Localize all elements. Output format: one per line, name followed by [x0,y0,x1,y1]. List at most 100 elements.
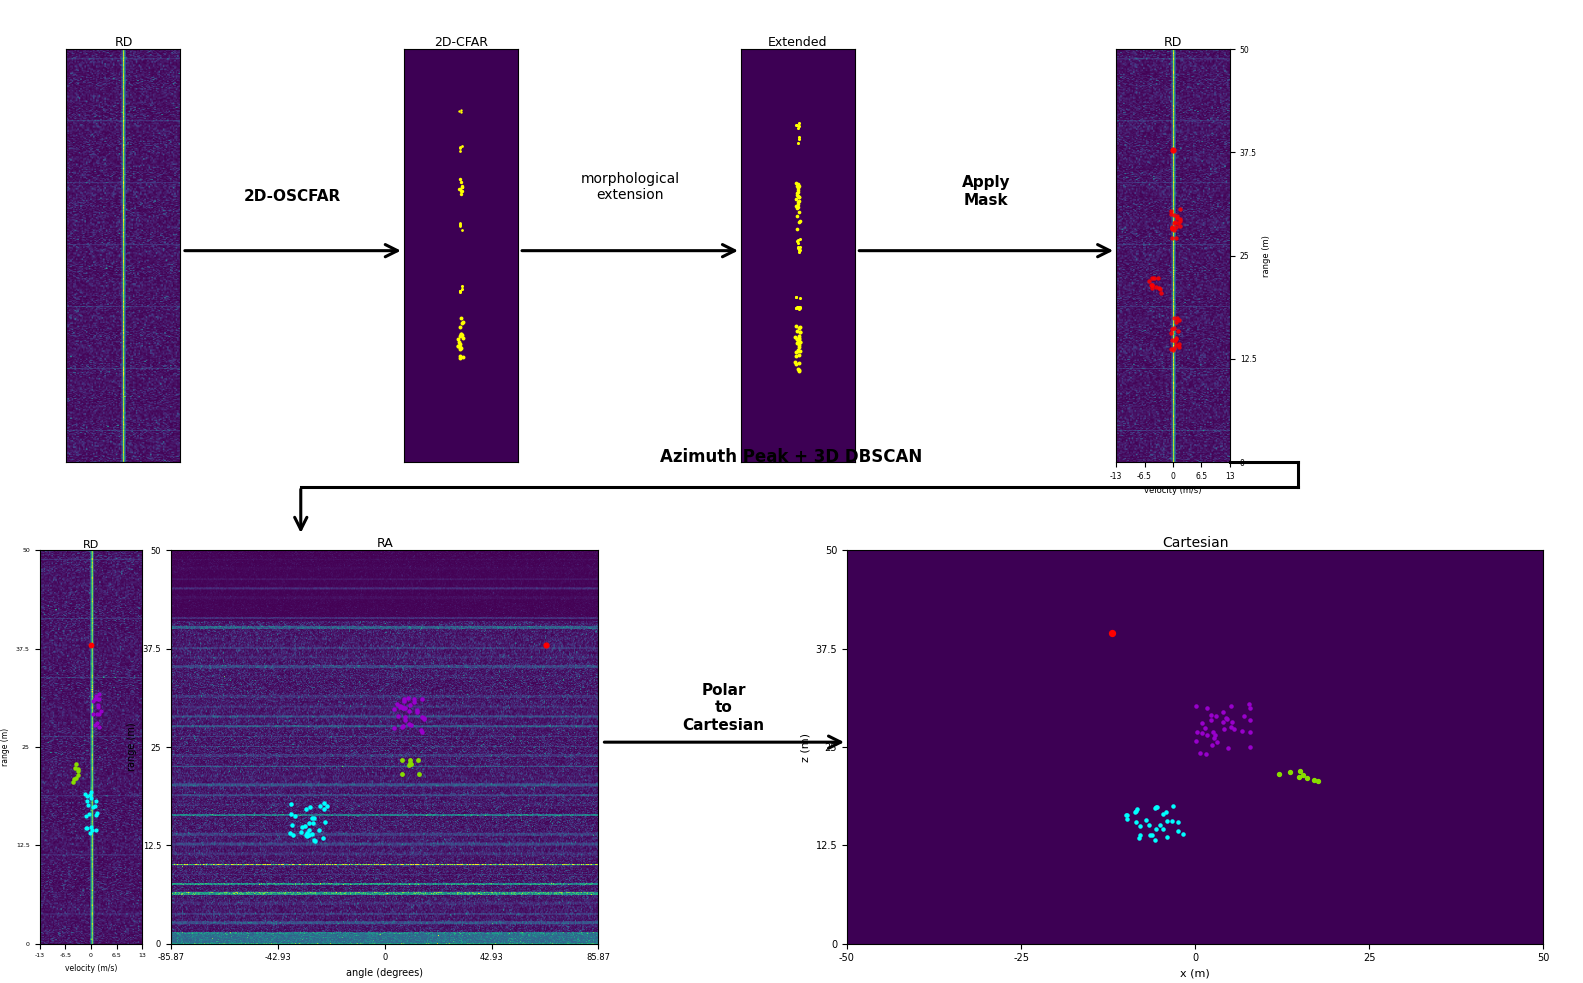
Point [787,364,812,379]
Point [1140,280,1165,296]
Point [385,709,410,724]
Point [65,761,90,777]
Point [1194,727,1219,743]
Point [787,204,812,220]
Point [85,699,111,715]
Point [81,694,106,710]
Point [1138,827,1164,842]
Point [282,808,307,824]
Point [1203,727,1228,743]
Point [788,324,814,340]
Point [307,798,332,814]
Point [1203,708,1228,723]
Point [1160,219,1186,235]
Point [1162,319,1187,335]
Point [60,774,85,789]
Point [299,827,325,842]
Point [84,807,109,823]
Point [1165,814,1190,830]
Point [74,820,100,836]
Point [1194,746,1219,762]
Point [397,752,423,768]
Point [448,140,473,155]
Point [785,221,810,237]
Point [1126,830,1151,845]
Point [1198,707,1224,723]
X-axis label: velocity (m/s): velocity (m/s) [65,964,117,973]
Point [785,361,810,376]
Point [785,301,810,317]
Point [382,721,407,736]
Point [294,829,320,844]
Point [785,117,810,133]
Point [785,182,810,198]
Point [79,637,104,653]
Text: 2D-OSCFAR: 2D-OSCFAR [244,189,342,204]
Point [448,104,473,120]
Point [279,796,304,812]
Point [1201,730,1227,746]
Point [1141,269,1167,285]
Point [1164,219,1189,235]
Point [445,338,470,354]
Point [307,822,332,838]
Point [787,301,812,317]
Point [298,799,323,815]
Point [1160,798,1186,814]
Y-axis label: range (m): range (m) [2,728,11,766]
Point [1164,310,1189,325]
Point [784,233,809,249]
Point [412,711,437,726]
Point [784,289,809,305]
Point [1164,331,1189,347]
Point [76,806,101,822]
Point [450,222,475,238]
Point [382,702,407,718]
Point [784,299,809,315]
Point [280,827,306,842]
Point [1162,207,1187,223]
Point [448,283,473,299]
Point [74,793,100,809]
Title: Cartesian: Cartesian [1162,537,1228,550]
Point [389,753,415,769]
Point [787,194,812,209]
Point [1211,704,1236,720]
Point [787,231,812,247]
Point [62,761,87,777]
Point [1137,818,1162,834]
Point [782,354,807,370]
Point [310,801,336,817]
Point [451,315,476,330]
Point [1189,725,1214,741]
Point [787,330,812,346]
Point [399,757,424,773]
Point [405,752,431,768]
Text: Polar
to
Cartesian: Polar to Cartesian [682,683,765,732]
Point [1160,310,1186,325]
Point [1230,723,1255,738]
Point [1159,341,1184,357]
Point [1099,625,1124,641]
Point [1167,336,1192,352]
Point [1217,719,1243,734]
Point [1148,286,1173,302]
Point [785,240,810,256]
Point [396,757,421,773]
Point [400,694,426,710]
Point [1159,325,1184,341]
Point [446,215,472,231]
Point [1238,700,1263,716]
Point [410,709,435,724]
Point [787,242,812,258]
Point [302,833,328,848]
Point [1154,829,1179,844]
Point [391,691,416,707]
Point [313,798,339,814]
Point [448,183,473,199]
Point [450,349,475,365]
Point [396,690,421,706]
Point [784,335,809,351]
Point [89,704,114,720]
Point [787,214,812,230]
